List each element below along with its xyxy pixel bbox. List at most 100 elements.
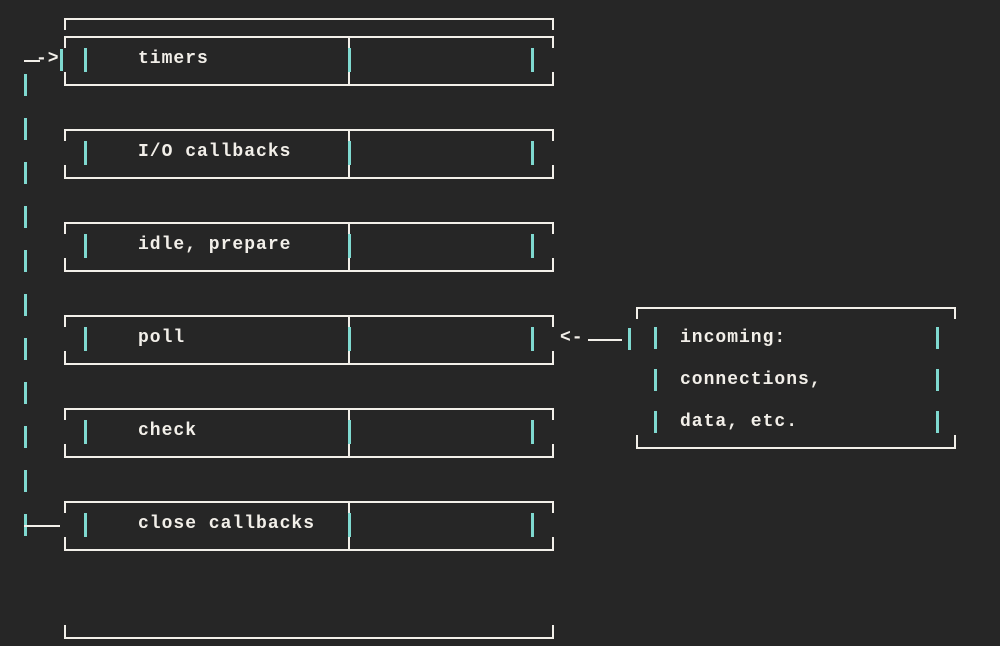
stage-close-callbacks-tr-tick (552, 501, 554, 513)
stage-check-top (64, 408, 554, 410)
stage-timers-tl-tick (64, 36, 66, 48)
stage-idle-prepare-pipe-mid (348, 234, 351, 258)
incoming-box-tr (954, 307, 956, 319)
stage-idle-prepare-mid-bot-tick (348, 256, 350, 270)
stage-io-callbacks-mid-bot-tick (348, 163, 350, 177)
stage-io-callbacks-bl-tick (64, 165, 66, 177)
stage-close-callbacks-mid-bot-tick (348, 535, 350, 549)
stage-io-callbacks-pipe-mid (348, 141, 351, 165)
incoming-pipe-r-2 (936, 411, 939, 433)
stage-check-pipe-mid (348, 420, 351, 444)
loop-rail-seg (24, 294, 27, 316)
main-col-top-cap (64, 18, 554, 20)
stage-idle-prepare-label: idle, prepare (138, 235, 291, 255)
stage-check-tl-tick (64, 408, 66, 420)
stage-idle-prepare-pipe-left (84, 234, 87, 258)
incoming-box-tl (636, 307, 638, 319)
stage-idle-prepare-bottom (64, 270, 554, 272)
incoming-line-2: data, etc. (680, 412, 798, 432)
loop-rail-seg (24, 74, 27, 96)
stage-check-pipe-right (531, 420, 534, 444)
loop-rail-seg (24, 470, 27, 492)
stage-close-callbacks-br-tick (552, 537, 554, 549)
stage-check-pipe-left (84, 420, 87, 444)
incoming-box-bl (636, 435, 638, 447)
stage-close-callbacks-pipe-mid (348, 513, 351, 537)
incoming-connector-arrow: <- (560, 328, 584, 348)
incoming-pipe-l-2 (654, 411, 657, 433)
stage-io-callbacks-br-tick (552, 165, 554, 177)
stage-check-bottom (64, 456, 554, 458)
stage-timers-pipe-mid (348, 48, 351, 72)
stage-close-callbacks-bottom (64, 549, 554, 551)
loop-rail-bottom-connector (24, 525, 60, 527)
stage-timers-label: timers (138, 49, 209, 69)
loop-rail-seg (24, 382, 27, 404)
stage-close-callbacks-pipe-right (531, 513, 534, 537)
stage-idle-prepare-top (64, 222, 554, 224)
stage-poll-bottom (64, 363, 554, 365)
stage-check-bl-tick (64, 444, 66, 456)
incoming-pipe-r-0 (936, 327, 939, 349)
stage-timers-pipe-right (531, 48, 534, 72)
stage-io-callbacks-bottom (64, 177, 554, 179)
stage-timers-pipe-left (84, 48, 87, 72)
main-col-bot-tick-right (552, 625, 554, 637)
stage-io-callbacks-pipe-right (531, 141, 534, 165)
stage-idle-prepare-pipe-right (531, 234, 534, 258)
stage-check-label: check (138, 421, 197, 441)
stage-check-mid-bot-tick (348, 442, 350, 456)
main-col-bottom-cap (64, 637, 554, 639)
stage-idle-prepare-bl-tick (64, 258, 66, 270)
stage-io-callbacks-top (64, 129, 554, 131)
stage-poll-tr-tick (552, 315, 554, 327)
loop-rail-seg (24, 162, 27, 184)
incoming-box-bottom (636, 447, 956, 449)
stage-poll-pipe-right (531, 327, 534, 351)
stage-close-callbacks-top (64, 501, 554, 503)
stage-poll-bl-tick (64, 351, 66, 363)
stage-poll-tl-tick (64, 315, 66, 327)
loop-arrow-pipe (60, 49, 63, 71)
main-col-top-tick-left (64, 18, 66, 30)
stage-idle-prepare-tr-tick (552, 222, 554, 234)
loop-rail-seg (24, 118, 27, 140)
incoming-box-top (636, 307, 956, 309)
stage-poll-top (64, 315, 554, 317)
loop-rail-seg (24, 206, 27, 228)
incoming-connector-pipe (628, 328, 631, 350)
stage-io-callbacks-pipe-left (84, 141, 87, 165)
stage-close-callbacks-tl-tick (64, 501, 66, 513)
stage-close-callbacks-label: close callbacks (138, 514, 315, 534)
incoming-pipe-l-0 (654, 327, 657, 349)
stage-timers-bottom (64, 84, 554, 86)
loop-rail-seg (24, 426, 27, 448)
stage-poll-br-tick (552, 351, 554, 363)
loop-arrow: -> (36, 49, 60, 69)
stage-poll-label: poll (138, 328, 185, 348)
stage-io-callbacks-tr-tick (552, 129, 554, 141)
stage-timers-bl-tick (64, 72, 66, 84)
incoming-line-1: connections, (680, 370, 822, 390)
stage-timers-tr-tick (552, 36, 554, 48)
incoming-pipe-l-1 (654, 369, 657, 391)
incoming-pipe-r-1 (936, 369, 939, 391)
stage-timers-mid-bot-tick (348, 70, 350, 84)
main-col-bot-tick-left (64, 625, 66, 637)
stage-io-callbacks-tl-tick (64, 129, 66, 141)
stage-io-callbacks-label: I/O callbacks (138, 142, 291, 162)
stage-check-tr-tick (552, 408, 554, 420)
stage-check-br-tick (552, 444, 554, 456)
stage-poll-mid-bot-tick (348, 349, 350, 363)
incoming-box-br (954, 435, 956, 447)
incoming-connector-line (588, 339, 622, 341)
stage-timers-top (64, 36, 554, 38)
stage-close-callbacks-pipe-left (84, 513, 87, 537)
stage-idle-prepare-br-tick (552, 258, 554, 270)
stage-close-callbacks-bl-tick (64, 537, 66, 549)
loop-rail-seg (24, 338, 27, 360)
stage-timers-br-tick (552, 72, 554, 84)
stage-poll-pipe-mid (348, 327, 351, 351)
loop-rail-seg (24, 250, 27, 272)
incoming-line-0: incoming: (680, 328, 786, 348)
